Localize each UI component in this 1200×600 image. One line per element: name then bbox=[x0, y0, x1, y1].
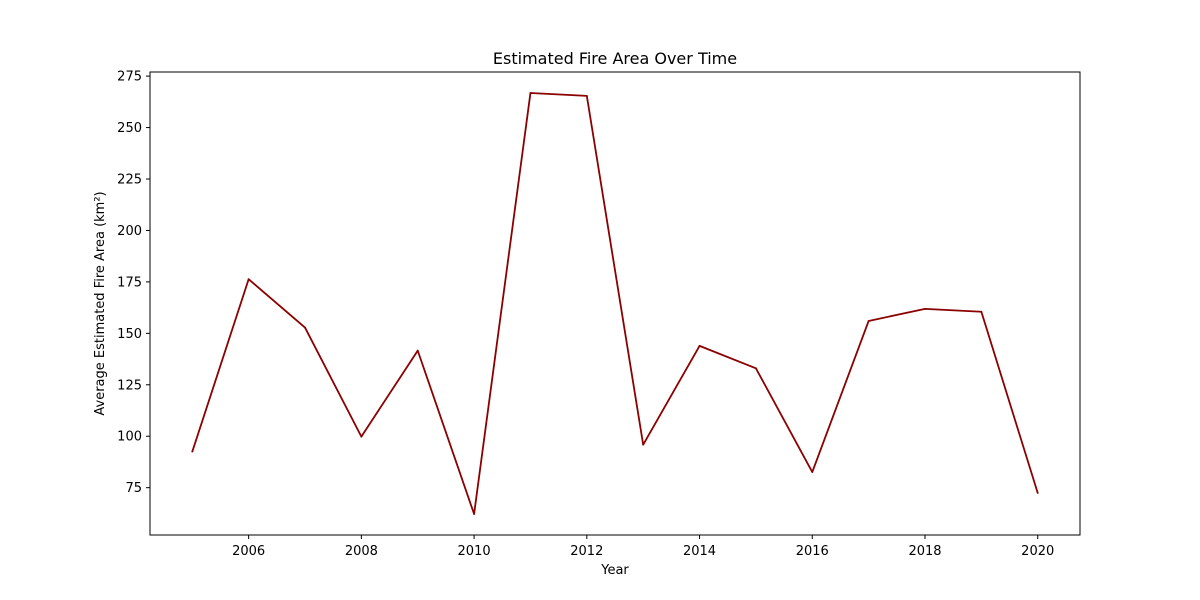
data-point bbox=[698, 344, 701, 347]
series-line bbox=[191, 92, 1039, 515]
plot-frame bbox=[149, 71, 1081, 536]
data-point bbox=[191, 450, 194, 453]
x-tick-label: 2006 bbox=[232, 544, 265, 559]
y-tick-label: 75 bbox=[125, 481, 142, 496]
data-point bbox=[360, 435, 363, 438]
x-tick-label: 2012 bbox=[570, 544, 603, 559]
y-axis-ticks: 75 100 125 150 175 200 225 250 275 bbox=[117, 70, 150, 496]
y-tick-label: 225 bbox=[117, 173, 142, 188]
y-tick-label: 100 bbox=[117, 430, 142, 445]
data-point bbox=[924, 307, 926, 310]
y-tick-label: 250 bbox=[117, 121, 142, 136]
data-point bbox=[247, 278, 250, 281]
y-tick-label: 275 bbox=[117, 70, 142, 85]
x-tick-label: 2014 bbox=[683, 544, 716, 559]
data-point bbox=[867, 320, 870, 322]
x-tick-label: 2010 bbox=[458, 544, 491, 559]
data-point bbox=[416, 349, 419, 352]
y-tick-label: 200 bbox=[117, 224, 142, 239]
y-tick-label: 175 bbox=[117, 275, 142, 290]
data-point bbox=[1036, 492, 1039, 494]
data-point bbox=[473, 513, 475, 515]
y-tick-label: 150 bbox=[117, 327, 142, 342]
x-tick-label: 2018 bbox=[908, 544, 941, 559]
plot-area bbox=[191, 92, 1039, 515]
x-tick-label: 2016 bbox=[796, 544, 829, 559]
x-axis-label: Year bbox=[600, 563, 629, 578]
data-point bbox=[529, 92, 532, 94]
y-axis-label: Average Estimated Fire Area (km²) bbox=[93, 191, 108, 415]
chart-title: Estimated Fire Area Over Time bbox=[493, 49, 737, 68]
data-point bbox=[755, 367, 757, 370]
data-point bbox=[811, 471, 814, 473]
data-point bbox=[304, 326, 306, 329]
x-tick-label: 2008 bbox=[345, 544, 378, 559]
y-tick-label: 125 bbox=[117, 378, 142, 393]
x-tick-label: 2020 bbox=[1021, 544, 1054, 559]
data-point bbox=[642, 443, 645, 446]
x-axis-ticks: 2006 2008 2010 2012 2014 2016 2018 2020 bbox=[232, 535, 1054, 559]
data-point bbox=[980, 310, 983, 313]
data-point bbox=[585, 94, 588, 97]
